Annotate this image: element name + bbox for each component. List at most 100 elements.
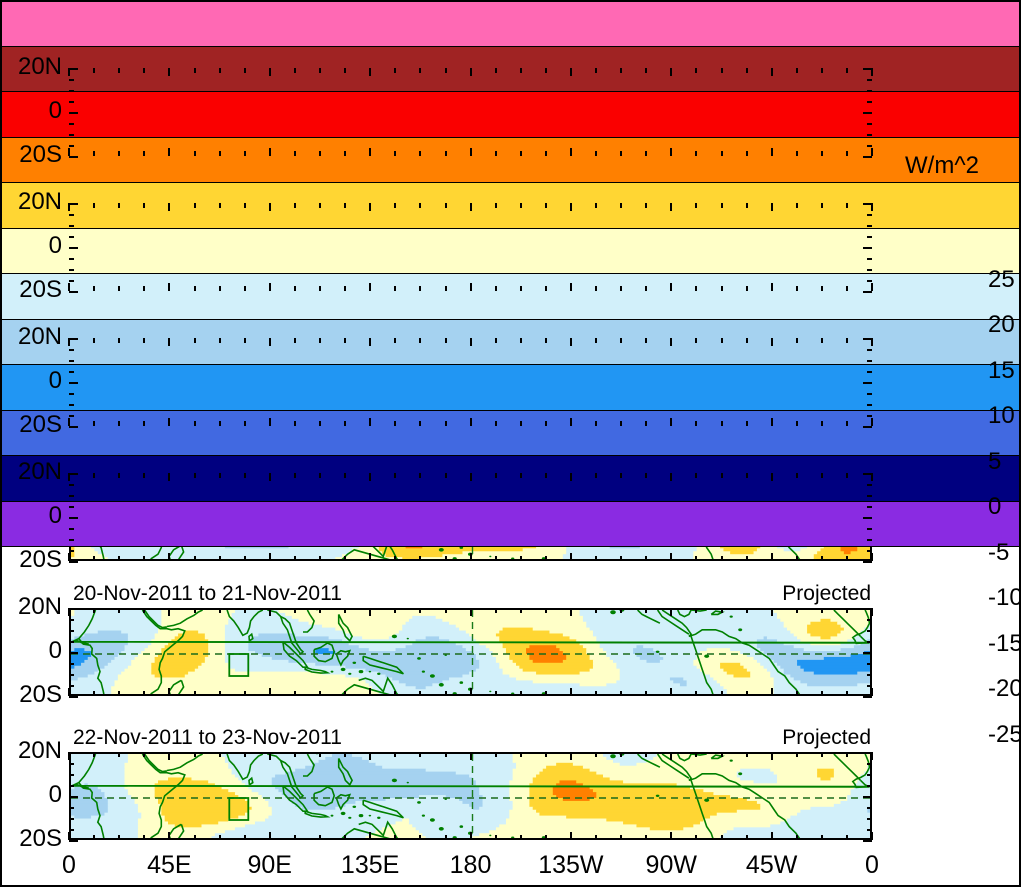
colorbar-tick-label: -5 [988,538,1010,566]
x-axis-tick [544,421,547,426]
x-axis-tick [143,752,146,757]
x-axis-tick [344,835,347,840]
x-axis-tick [494,151,497,156]
y-tick-label: 0 [48,367,62,394]
y-tick-label: 0 [48,781,62,808]
x-axis-tick [394,203,397,208]
y-axis-tick [867,348,872,351]
x-axis-tick [444,556,447,561]
x-axis-tick [645,338,648,343]
x-axis-tick [544,203,547,208]
x-tick-label: 135W [538,851,604,879]
y-tick-label: 20N [17,458,62,485]
x-axis-tick [444,752,447,757]
x-axis-tick [369,283,372,291]
colorbar-tick-label: -15 [988,629,1021,657]
x-axis-tick [595,473,598,478]
x-axis-tick [143,556,146,561]
x-axis-tick [795,752,798,757]
x-axis-tick [168,148,171,156]
y-axis-tick [867,828,872,831]
x-axis-tick [319,752,322,757]
x-axis-tick [494,203,497,208]
x-axis-tick [394,68,397,73]
x-tick-label: 0 [865,851,879,879]
x-axis-tick [670,148,673,156]
y-axis-tick [69,784,74,787]
x-axis-tick [319,421,322,426]
x-axis-tick [93,151,96,156]
x-axis-tick [143,68,146,73]
x-axis-tick [871,752,874,760]
x-axis-tick [268,608,271,616]
x-axis-tick [369,832,372,840]
x-axis-tick [846,556,848,561]
y-axis-tick [69,629,74,632]
x-axis-tick [494,691,497,696]
x-axis-tick [293,691,296,696]
x-axis-tick [469,608,472,616]
y-axis-tick [863,67,872,70]
x-axis-tick [519,421,522,426]
x-axis-tick [344,556,347,561]
x-axis-tick [670,832,673,840]
x-axis-tick [293,338,296,343]
x-axis-tick [193,338,196,343]
x-axis-tick [118,151,121,156]
y-axis-tick [867,494,872,497]
x-axis-tick [670,688,673,696]
x-tick-label: 0 [62,851,76,879]
x-axis-tick [419,608,422,613]
x-axis-tick [770,148,773,156]
y-axis-tick [863,425,872,428]
x-axis-tick [544,835,547,840]
x-axis-tick [770,418,773,426]
x-axis-tick [93,835,96,840]
x-axis-tick [68,752,71,760]
y-tick-label: 20S [19,276,62,303]
x-axis-tick [193,421,196,426]
x-axis-tick [645,68,648,73]
colorbar-tick-label: -10 [988,584,1021,611]
panel-status: Projected [782,726,871,749]
y-axis-tick [69,560,78,563]
y-axis-tick [69,651,78,654]
x-axis-tick [645,752,648,757]
x-axis-tick [469,832,472,840]
x-axis-tick [68,418,71,426]
x-axis-tick [168,283,171,291]
x-axis-tick [218,691,221,696]
y-axis-tick [69,505,74,508]
colorbar-tick-label: 0 [988,493,1002,520]
x-axis-tick [670,68,673,76]
x-axis-tick [93,68,96,73]
x-axis-tick [168,473,171,481]
x-axis-tick [871,338,874,346]
x-axis-tick [795,421,798,426]
x-axis-tick [444,608,447,613]
x-axis-tick [770,68,773,76]
x-axis-tick [645,691,648,696]
x-axis-tick [444,338,447,343]
x-axis-tick [519,691,522,696]
x-axis-tick [268,338,271,346]
x-axis-tick [745,608,748,613]
x-axis-tick [695,608,698,613]
x-axis-tick [218,608,221,613]
y-axis-tick [69,359,74,362]
colorbar-tick-label: 25 [988,265,1015,293]
x-axis-tick [770,752,773,760]
x-axis-tick [193,835,196,840]
x-axis-tick [118,203,121,208]
x-axis-tick [243,752,246,757]
x-axis-tick [344,286,347,291]
x-axis-tick [319,338,322,343]
x-axis-tick [193,608,196,613]
x-axis-tick [620,556,623,561]
x-axis-tick [143,286,146,291]
x-axis-tick [544,556,547,561]
x-axis-tick [519,473,522,478]
x-axis-tick [670,203,673,211]
x-axis-tick [193,473,196,478]
x-axis-tick [444,286,447,291]
